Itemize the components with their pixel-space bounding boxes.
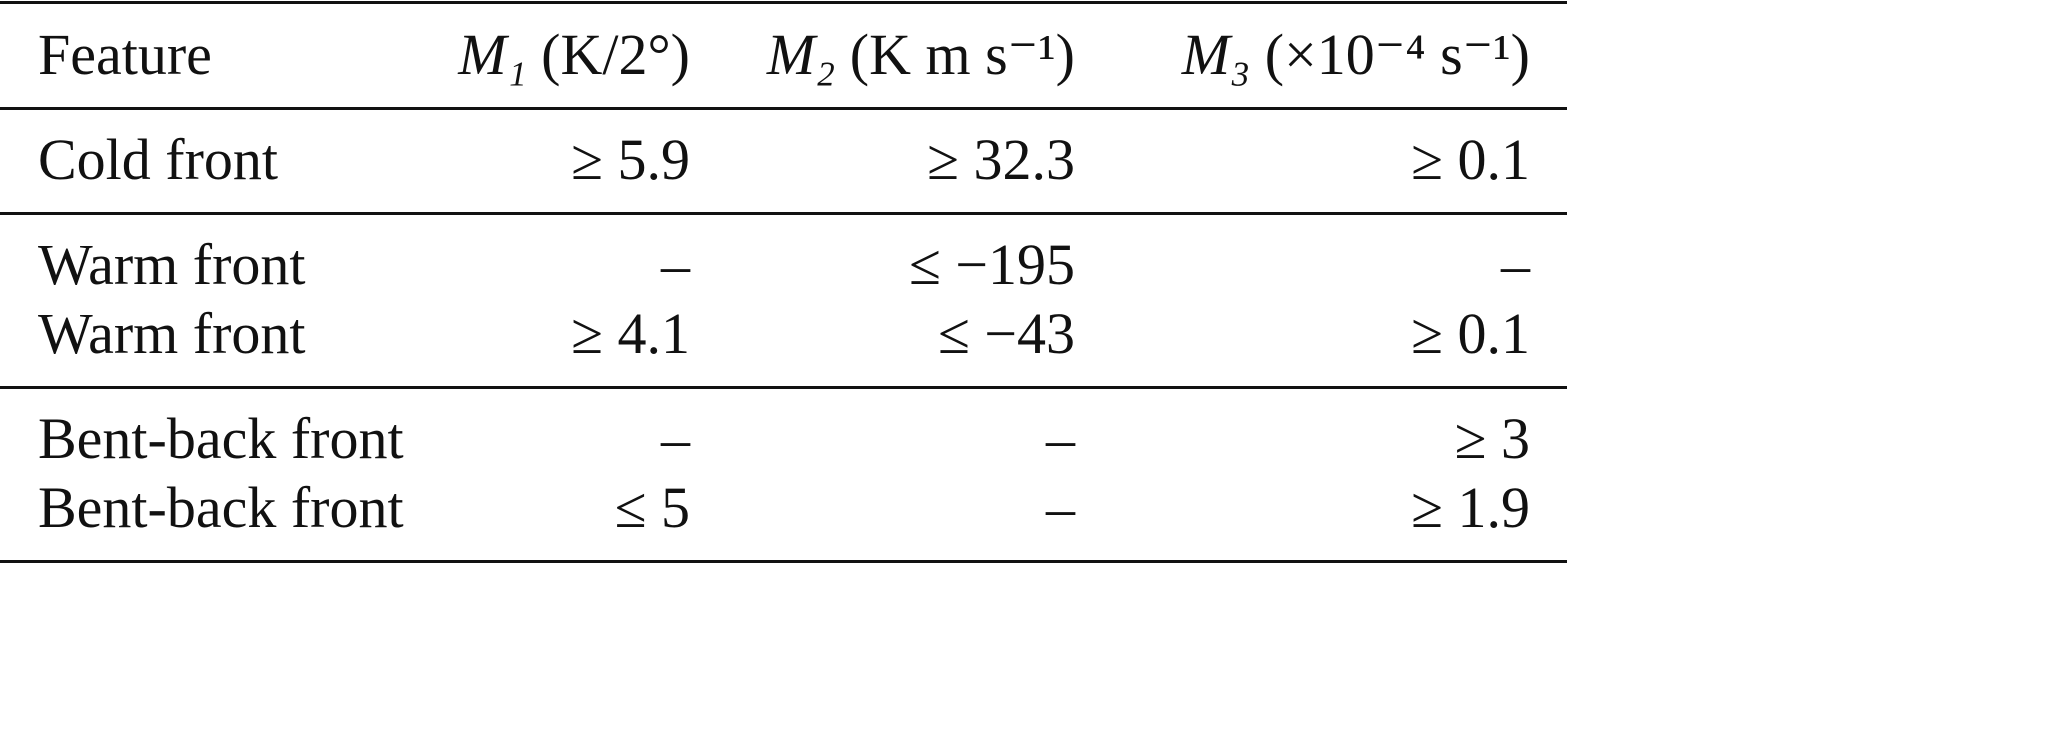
table-cell: – [1046, 406, 1075, 471]
header-cell: M₃ (×10⁻⁴ s⁻¹) [1182, 20, 1530, 90]
table-rule [0, 1, 1567, 4]
table-cell: ≥ 0.1 [1411, 301, 1530, 366]
table-cell: ≤ −195 [908, 232, 1075, 297]
table-cell: ≥ 5.9 [571, 127, 690, 192]
header-cell: Feature [38, 22, 212, 87]
table-cell: – [1046, 475, 1075, 540]
header-symbol: M₃ [1181, 22, 1251, 87]
table-cell: ≤ 5 [614, 475, 690, 540]
table-cell: ≥ 32.3 [927, 127, 1075, 192]
table-cell: ≥ 0.1 [1411, 127, 1530, 192]
table-rule [0, 560, 1567, 563]
table-cell: ≥ 1.9 [1411, 475, 1530, 540]
row-label: Warm front [38, 301, 306, 366]
header-unit: (×10⁻⁴ s⁻¹) [1264, 22, 1530, 87]
table-rule [0, 212, 1567, 215]
table-cell: ≤ −43 [937, 301, 1075, 366]
header-symbol: M₁ [458, 22, 527, 87]
row-label: Warm front [38, 232, 306, 297]
table-cell: ≥ 3 [1454, 406, 1530, 471]
table-rule [0, 386, 1567, 389]
row-label: Cold front [38, 127, 279, 192]
table-cell: – [1501, 232, 1530, 297]
header-cell: M₁ (K/2°) [458, 20, 690, 90]
row-label: Bent-back front [38, 475, 404, 540]
table-rule [0, 107, 1567, 110]
table-cell: ≥ 4.1 [571, 301, 690, 366]
table-cell: – [661, 232, 690, 297]
header-unit: (K m s⁻¹) [849, 22, 1075, 87]
header-unit: (K/2°) [541, 22, 690, 87]
header-cell: M₂ (K m s⁻¹) [767, 20, 1075, 90]
row-label: Bent-back front [38, 406, 404, 471]
table-cell: – [661, 406, 690, 471]
header-symbol: M₂ [766, 22, 836, 87]
